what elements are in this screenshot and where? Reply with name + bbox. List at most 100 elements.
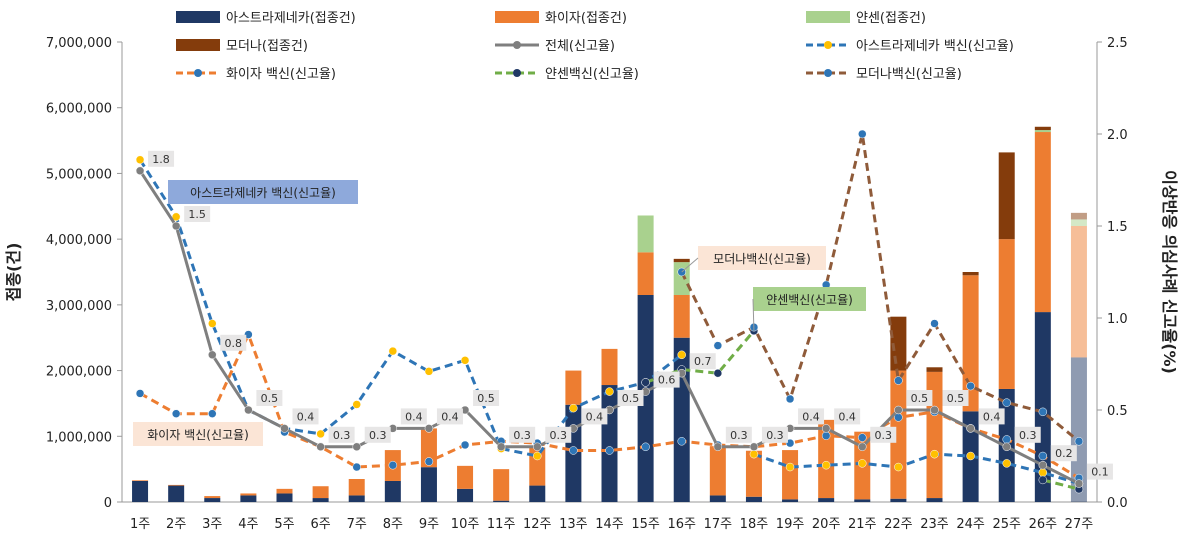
legend-swatch-marker [194,69,202,77]
legend-swatch-marker [513,69,521,77]
callout-label: 얀센백신(신고율) [766,293,853,307]
callout-box [133,422,263,446]
point-화이자 백신(신고율) [135,389,145,398]
left-tick-label: 4,000,000 [46,233,112,248]
point-모더나백신(신고율) [894,376,903,385]
bar-화이자(접종건) [420,428,437,468]
right-tick-label: 2.5 [1107,36,1128,51]
bar-모더나(접종건) [673,258,690,263]
point-전체(신고율) [1038,460,1048,470]
data-label: 0.3 [766,429,784,442]
line-화이자 백신(신고율) [139,330,1080,480]
x-tick-label: 27주 [1065,517,1094,532]
point-전체(신고율) [244,405,253,415]
bar-화이자(접종건) [1034,132,1051,313]
point-얀센백신(신고율) [713,368,723,378]
point-아스트라제네카 백신(신고율) [533,451,542,461]
bar-아스트라제네카(접종건) [348,495,365,502]
bar-아스트라제네카(접종건) [782,499,799,502]
x-tick-label: 18주 [740,517,769,532]
bar-아스트라제네카(접종건) [1070,357,1087,502]
legend-label: 아스트라제네카(접종건) [226,11,356,26]
point-화이자 백신(신고율) [858,433,867,442]
point-모더나백신(신고율) [785,394,795,404]
bar-화이자(접종건) [673,295,690,338]
legend-label: 화이자 백신(신고율) [226,67,336,82]
data-label-bg [617,390,644,406]
point-모더나백신(신고율) [713,341,723,350]
data-label: 0.2 [1055,447,1073,460]
point-화이자 백신(신고율) [424,457,434,466]
data-label: 0.6 [658,374,676,387]
x-tick-label: 25주 [992,517,1021,532]
data-label-bg [653,371,680,388]
data-label: 0.3 [550,429,568,442]
data-label-bg [184,206,211,222]
point-전체(신고율) [352,442,361,452]
point-아스트라제네카 백신(신고율) [208,319,217,328]
x-tick-label: 12주 [523,517,552,532]
data-label-bg [400,408,427,425]
point-아스트라제네카 백신(신고율) [930,449,939,459]
point-아스트라제네카 백신(신고율) [894,462,903,472]
point-화이자 백신(신고율) [641,442,650,452]
callouts: 아스트라제네카 백신(신고율) 화이자 백신(신고율) 모더나백신(신고율) 얀센백신… [133,180,866,446]
point-화이자 백신(신고율) [1038,451,1048,461]
legend-label: 얀센(접종건) [856,11,926,26]
bar-아스트라제네카(접종건) [312,498,329,502]
legend-label: 아스트라제네카 백신(신고율) [856,39,1014,54]
bar-아스트라제네카(접종건) [637,295,654,502]
bar-화이자(접종건) [493,469,510,501]
bar-아스트라제네카(접종건) [854,499,871,502]
point-전체(신고율) [1002,442,1011,452]
bar-아스트라제네카(접종건) [457,488,474,502]
right-tick-label: 1.0 [1107,312,1128,327]
data-label-bg [1050,445,1077,462]
left-tick-label: 3,000,000 [46,299,112,314]
bar-아스트라제네카(접종건) [132,480,149,502]
point-화이자 백신(신고율) [208,409,217,418]
bar-아스트라제네카(접종건) [890,498,907,502]
left-tick-label: 2,000,000 [46,365,112,380]
point-아스트라제네카 백신(신고율) [1038,468,1048,477]
point-화이자 백신(신고율) [677,437,686,446]
bar-화이자(접종건) [276,488,293,494]
data-label: 0.5 [477,392,495,405]
legend: 아스트라제네카(접종건) 화이자(접종건) 얀센(접종건) 모더나(접종건) 전체(신고… [176,11,1014,82]
point-화이자 백신(신고율) [605,446,614,455]
data-label-bg [292,408,319,425]
point-아스트라제네카 백신(신고율) [424,367,434,376]
point-아스트라제네카 백신(신고율) [858,459,867,468]
data-label-bg [364,426,391,443]
bar-화이자(접종건) [818,419,835,499]
point-화이자 백신(신고율) [244,330,253,339]
right-tick-label: 0.0 [1107,496,1128,511]
bar-아스트라제네카(접종건) [204,498,221,502]
point-아스트라제네카 백신(신고율) [569,403,578,413]
x-tick-label: 5주 [274,517,294,532]
data-label: 0.4 [586,410,604,423]
point-전체(신고율) [858,442,867,452]
lines [135,129,1084,494]
data-label: 0.5 [261,392,279,405]
callout-box [753,287,866,311]
bar-아스트라제네카(접종건) [673,337,690,502]
bar-아스트라제네카(접종건) [601,385,618,502]
y-axis-title-left: 접종(건) [4,243,23,302]
point-아스트라제네카 백신(신고율) [677,350,686,360]
x-tick-label: 10주 [451,517,480,532]
left-tick-label: 7,000,000 [46,36,112,51]
legend-swatch-marker [513,41,521,49]
callout-label: 아스트라제네카 백신(신고율) [190,186,336,200]
x-tick-label: 20주 [812,517,841,532]
point-화이자 백신(신고율) [352,462,361,472]
x-tick-label: 13주 [559,517,588,532]
point-화이자 백신(신고율) [785,438,795,448]
point-화이자 백신(신고율) [460,440,470,450]
point-전체(신고율) [966,424,975,433]
point-전체(신고율) [930,405,939,415]
x-tick-label: 8주 [383,517,403,532]
data-label-bg [725,426,752,443]
callout-leader [752,298,755,331]
data-label-bg [436,408,463,425]
